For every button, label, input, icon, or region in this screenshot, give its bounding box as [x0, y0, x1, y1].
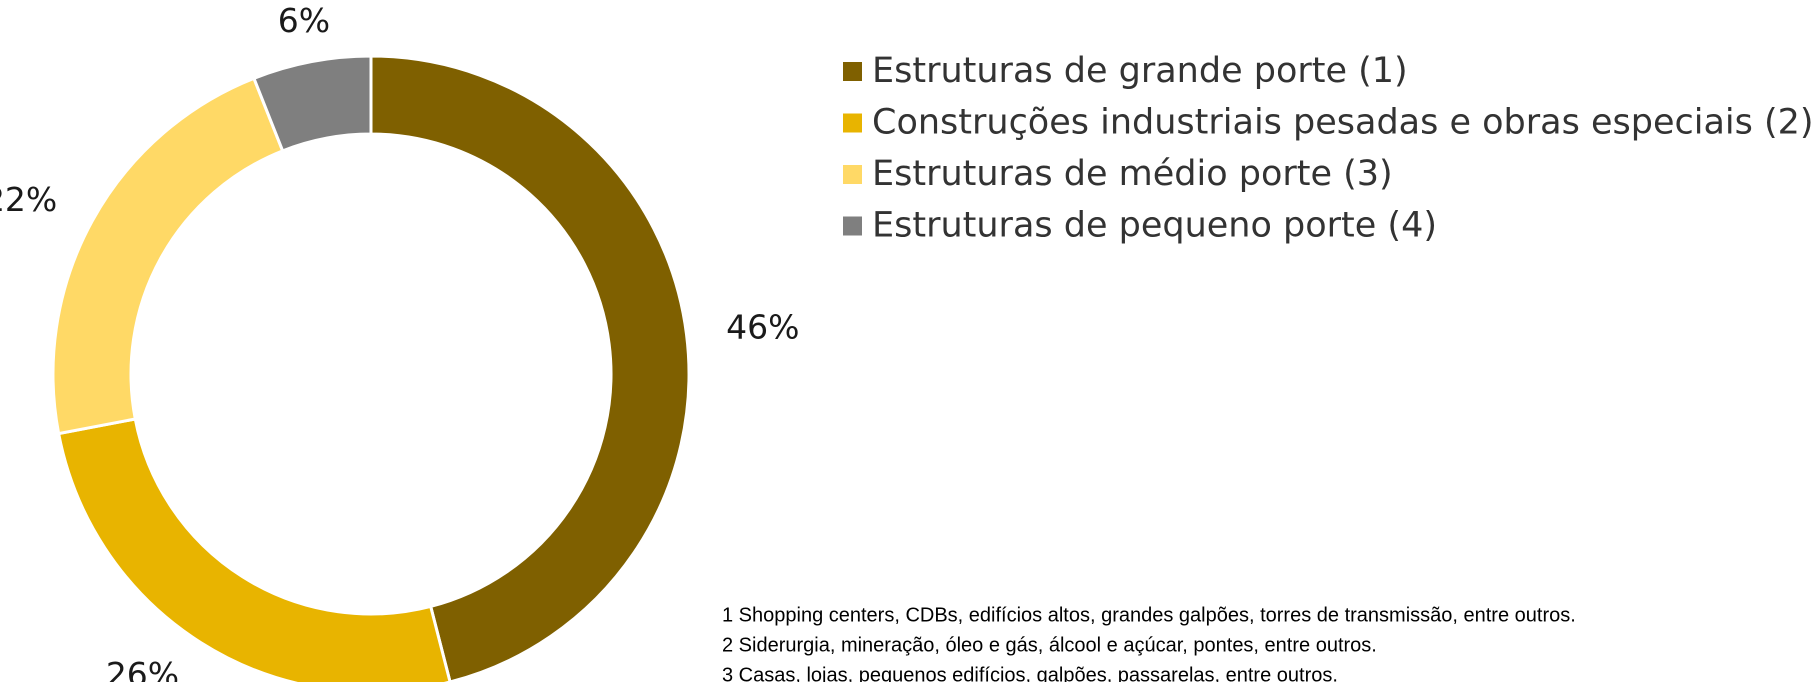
legend-label: Estruturas de pequeno porte (4): [872, 206, 1437, 246]
data-label: 26%: [106, 655, 179, 682]
legend-label: Estruturas de médio porte (3): [872, 154, 1393, 194]
footnote: 2 Siderurgia, mineração, óleo e gás, álc…: [722, 634, 1377, 656]
legend-swatch: [843, 165, 862, 184]
data-label: 22%: [0, 180, 57, 219]
legend-swatch: [843, 62, 862, 81]
legend-swatch: [843, 113, 862, 133]
footnote: 1 Shopping centers, CDBs, edifícios alto…: [722, 604, 1576, 626]
donut-slice: [251, 54, 373, 153]
data-label: 46%: [726, 308, 799, 347]
donut-slice: [56, 417, 452, 682]
legend-label: Estruturas de grande porte (1): [872, 51, 1408, 91]
donut-slice: [369, 54, 691, 682]
data-label: 6%: [278, 1, 330, 40]
legend-label: Construções industriais pesadas e obras …: [872, 103, 1814, 143]
footnote: 3 Casas, lojas, pequenos edifícios, galp…: [722, 664, 1338, 682]
legend-swatch: [843, 216, 862, 236]
donut-slice: [51, 76, 285, 436]
